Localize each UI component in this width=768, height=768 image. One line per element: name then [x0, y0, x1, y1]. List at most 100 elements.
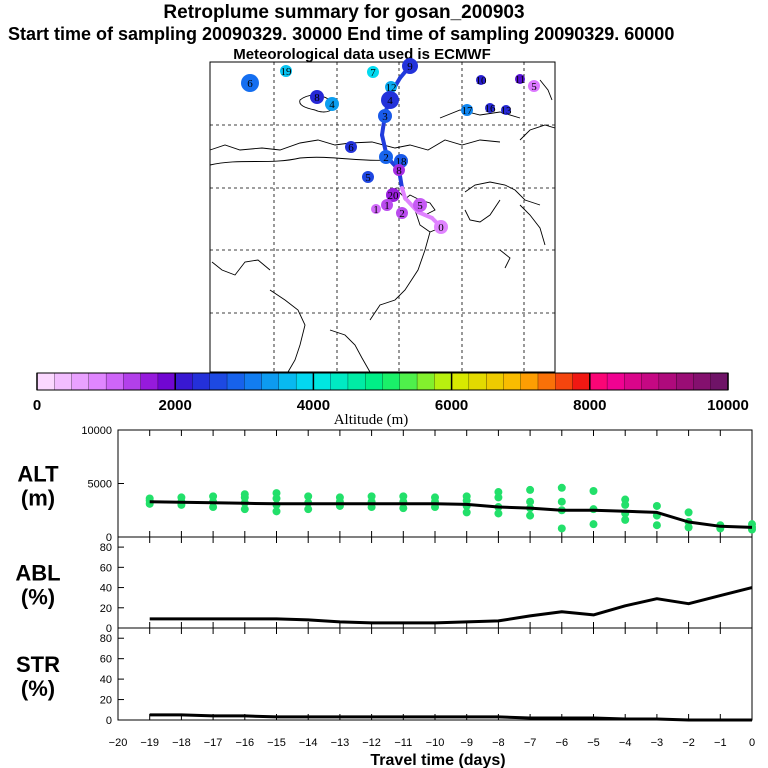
altitude-scatter-point	[652, 501, 661, 510]
x-axis-title: Travel time (days)	[370, 752, 505, 768]
colorbar-swatch	[572, 372, 591, 391]
y-tick-label: 10000	[81, 425, 112, 437]
altitude-scatter-point	[621, 495, 630, 504]
map-point	[367, 66, 379, 78]
colorbar-swatch	[451, 372, 470, 391]
colorbar-swatch	[330, 372, 349, 391]
panel-label-abl: (%)	[21, 585, 55, 610]
map-point	[396, 207, 408, 219]
map-point	[413, 198, 427, 212]
map-point-label: 10	[476, 75, 488, 87]
map-point	[515, 74, 525, 84]
map-point-label: 16	[485, 103, 497, 115]
colorbar-swatch	[399, 372, 418, 391]
colorbar-swatch	[192, 372, 211, 391]
colorbar-swatch	[676, 372, 694, 391]
map-point-label: 19	[281, 66, 293, 78]
colorbar-swatch	[54, 372, 73, 391]
altitude-scatter-point	[240, 505, 249, 514]
y-tick-label: 60	[100, 562, 112, 574]
map-point-label: 1	[373, 204, 379, 216]
x-tick-label: −14	[299, 737, 318, 749]
x-tick-label: −1	[714, 737, 727, 749]
alt-mean-line	[149, 500, 753, 529]
map-point	[476, 75, 486, 85]
map-gridlines	[210, 62, 555, 372]
map-point	[310, 90, 324, 104]
colorbar-swatch	[105, 372, 124, 391]
altitude-scatter-point	[526, 511, 535, 520]
map-point-label: 1	[384, 200, 390, 212]
colorbar-swatch	[71, 372, 90, 391]
altitude-scatter-point	[272, 489, 281, 498]
altitude-scatter-point	[621, 515, 630, 524]
x-tick-label: −18	[172, 737, 191, 749]
panel-label-alt: (m)	[21, 486, 55, 511]
map-point-label: 5	[531, 81, 537, 93]
colorbar-swatch	[157, 372, 176, 391]
panel-frame-abl	[117, 536, 753, 629]
altitude-scatter-point	[526, 485, 535, 494]
colorbar-swatch	[503, 372, 522, 391]
map-point-label: 17	[462, 105, 474, 117]
x-tick-label: −5	[587, 737, 600, 749]
colorbar-swatch	[313, 372, 332, 391]
altitude-scatter-point	[526, 497, 535, 506]
map-point-label: 20	[388, 190, 400, 202]
colorbar-swatch	[209, 372, 228, 391]
colorbar-swatch	[416, 372, 435, 391]
colorbar-swatch	[658, 372, 677, 391]
altitude-scatter-point	[494, 509, 503, 518]
altitude-scatter-point	[240, 490, 249, 499]
x-tick-label: −16	[235, 737, 254, 749]
colorbar-swatch	[555, 372, 574, 391]
x-tick-label: −12	[362, 737, 381, 749]
x-tick-label: −4	[619, 737, 632, 749]
map-point	[393, 164, 405, 176]
x-tick-label: −8	[492, 737, 505, 749]
colorbar-swatch	[693, 372, 712, 391]
map-point-label: 3	[382, 111, 388, 123]
colorbar-swatch	[624, 372, 643, 391]
altitude-scatter-point	[304, 505, 313, 514]
map-point	[528, 80, 540, 92]
map-coastlines	[209, 79, 556, 373]
panel-label-str: STR	[16, 652, 60, 677]
met-data-line: Meteorological data used is ECMWF	[233, 46, 491, 63]
x-tick-label: −2	[682, 737, 695, 749]
map-point-label: 13	[501, 105, 513, 117]
colorbar-swatch	[175, 372, 194, 391]
colorbar-swatch	[278, 372, 297, 391]
map-point-label: 2	[399, 208, 405, 220]
x-tick-label: −17	[204, 737, 223, 749]
altitude-scatter-point	[399, 504, 408, 513]
colorbar-tick-label: 8000	[573, 397, 606, 414]
map-point	[362, 171, 374, 183]
map-point	[381, 199, 393, 211]
altitude-scatter-point	[304, 492, 313, 501]
colorbar-tick-label: 6000	[435, 397, 468, 414]
map-point-label: 0	[438, 222, 444, 234]
altitude-scatter-point	[557, 497, 566, 506]
altitude-scatter-point	[652, 521, 661, 530]
colorbar-swatch	[226, 372, 245, 391]
map-point	[379, 150, 393, 164]
colorbar-swatch	[365, 372, 384, 391]
colorbar-swatch	[589, 372, 608, 391]
map-point	[461, 104, 473, 116]
chart-title: Retroplume summary for gosan_200903	[163, 2, 525, 23]
altitude-scatter-point	[462, 508, 471, 517]
x-tick-label: −15	[267, 737, 286, 749]
x-tick-label: −6	[556, 737, 569, 749]
y-tick-label: 80	[100, 633, 112, 645]
map-point-label: 7	[370, 67, 376, 79]
x-tick-label: 0	[749, 737, 755, 749]
colorbar-swatch	[261, 372, 280, 391]
panel-label-abl: ABL	[15, 561, 60, 586]
x-tick-label: −7	[524, 737, 537, 749]
x-tick-label: −10	[426, 737, 445, 749]
altitude-scatter-point	[335, 493, 344, 502]
colorbar-tick-label: 2000	[159, 397, 192, 414]
